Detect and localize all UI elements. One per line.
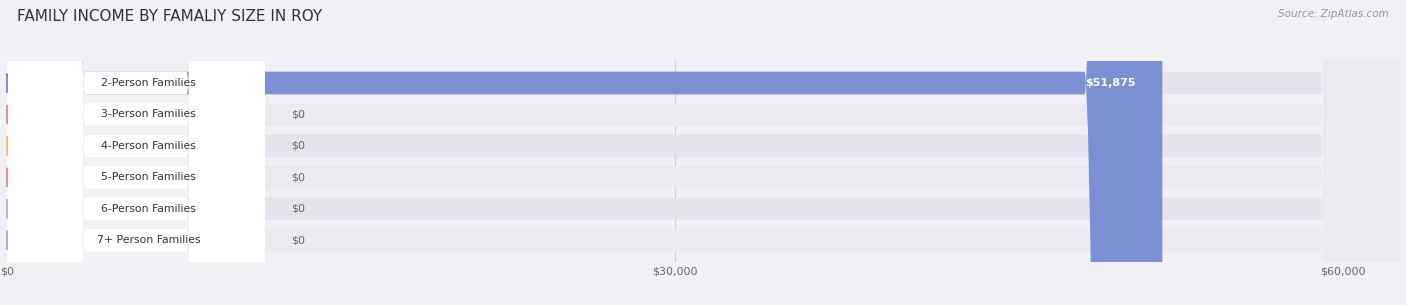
FancyBboxPatch shape — [7, 0, 1399, 305]
FancyBboxPatch shape — [7, 0, 1399, 305]
FancyBboxPatch shape — [7, 0, 1163, 305]
Text: $0: $0 — [291, 172, 305, 182]
Text: 7+ Person Families: 7+ Person Families — [97, 235, 201, 245]
FancyBboxPatch shape — [7, 0, 264, 305]
Text: 4-Person Families: 4-Person Families — [101, 141, 195, 151]
Text: FAMILY INCOME BY FAMALIY SIZE IN ROY: FAMILY INCOME BY FAMALIY SIZE IN ROY — [17, 9, 322, 24]
FancyBboxPatch shape — [7, 0, 264, 305]
FancyBboxPatch shape — [7, 0, 1399, 305]
Text: $0: $0 — [291, 204, 305, 214]
Text: $0: $0 — [291, 109, 305, 120]
Text: Source: ZipAtlas.com: Source: ZipAtlas.com — [1278, 9, 1389, 19]
FancyBboxPatch shape — [7, 0, 264, 305]
FancyBboxPatch shape — [7, 0, 1399, 305]
FancyBboxPatch shape — [7, 0, 264, 305]
Text: 2-Person Families: 2-Person Families — [101, 78, 195, 88]
FancyBboxPatch shape — [7, 0, 264, 305]
Text: 5-Person Families: 5-Person Families — [101, 172, 195, 182]
FancyBboxPatch shape — [7, 0, 1399, 305]
FancyBboxPatch shape — [7, 0, 1399, 305]
Text: 3-Person Families: 3-Person Families — [101, 109, 195, 120]
Text: $0: $0 — [291, 141, 305, 151]
Text: $0: $0 — [291, 235, 305, 245]
Text: 6-Person Families: 6-Person Families — [101, 204, 195, 214]
FancyBboxPatch shape — [7, 0, 264, 305]
Text: $51,875: $51,875 — [1085, 78, 1136, 88]
